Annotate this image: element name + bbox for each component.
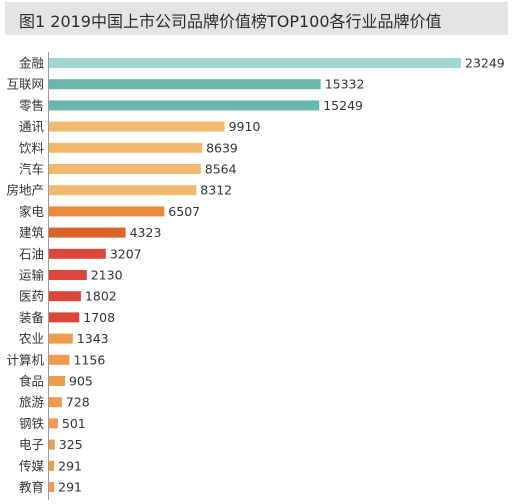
bar [49, 206, 165, 217]
category-label: 房地产 [6, 183, 44, 198]
bar [49, 227, 126, 238]
value-label: 23249 [465, 56, 505, 71]
value-label: 9910 [229, 119, 261, 134]
bar [49, 376, 66, 386]
category-label: 运输 [19, 268, 45, 283]
bar [49, 142, 203, 153]
value-label: 291 [58, 458, 82, 473]
value-label: 6507 [168, 204, 200, 219]
bar [49, 354, 70, 365]
bar [49, 439, 55, 450]
bar [49, 312, 80, 323]
bar [49, 248, 106, 259]
value-label: 905 [69, 374, 93, 389]
bar [49, 100, 320, 111]
category-label: 金融 [19, 56, 45, 71]
bar [49, 397, 62, 408]
value-label: 8312 [200, 183, 232, 198]
value-label: 15249 [323, 98, 363, 113]
category-label: 医药 [19, 289, 44, 304]
category-label: 互联网 [6, 77, 44, 92]
value-label: 3207 [110, 246, 142, 261]
chart-title: 图1 2019中国上市公司品牌价值榜TOP100各行业品牌价值 [19, 12, 442, 31]
value-label: 291 [58, 480, 82, 495]
category-label: 食品 [19, 374, 44, 389]
value-label: 8564 [205, 162, 237, 177]
bar [49, 460, 55, 471]
value-label: 325 [59, 437, 83, 452]
category-label: 汽车 [19, 162, 44, 177]
value-label: 2130 [91, 268, 123, 283]
title-bar: 图1 2019中国上市公司品牌价值榜TOP100各行业品牌价值 [5, 2, 508, 35]
value-label: 8639 [206, 140, 238, 155]
value-label: 4323 [130, 225, 162, 240]
category-label: 旅游 [19, 395, 45, 410]
bar [49, 270, 87, 280]
category-label: 家电 [19, 204, 45, 219]
value-label: 1802 [85, 289, 117, 304]
category-label: 饮料 [19, 140, 45, 155]
bar [49, 482, 55, 492]
bar [49, 164, 201, 174]
bar [49, 418, 58, 429]
category-label: 农业 [19, 331, 44, 346]
value-label: 728 [66, 395, 90, 410]
category-label: 教育 [19, 480, 44, 495]
category-label: 钢铁 [19, 416, 45, 431]
category-label: 电子 [19, 437, 44, 452]
bar [49, 291, 81, 302]
bar [49, 333, 73, 344]
bar [49, 185, 197, 196]
bar [49, 79, 321, 90]
category-label: 通讯 [19, 119, 45, 134]
value-label: 15332 [325, 77, 365, 92]
category-label: 装备 [19, 310, 45, 325]
bar [49, 58, 461, 68]
value-label: 1156 [73, 352, 105, 367]
category-label: 建筑 [19, 225, 45, 240]
value-label: 1708 [83, 310, 115, 325]
bar [49, 121, 225, 132]
bars-group: 金融 23249 互联网 15332 零售 15249 通讯 9910 饮料 8639 汽车 8564… [6, 56, 504, 495]
category-label: 石油 [19, 246, 44, 261]
category-label: 传媒 [19, 458, 45, 473]
category-label: 计算机 [6, 352, 44, 367]
value-label: 1343 [77, 331, 109, 346]
category-label: 零售 [19, 98, 44, 113]
value-label: 501 [62, 416, 86, 431]
